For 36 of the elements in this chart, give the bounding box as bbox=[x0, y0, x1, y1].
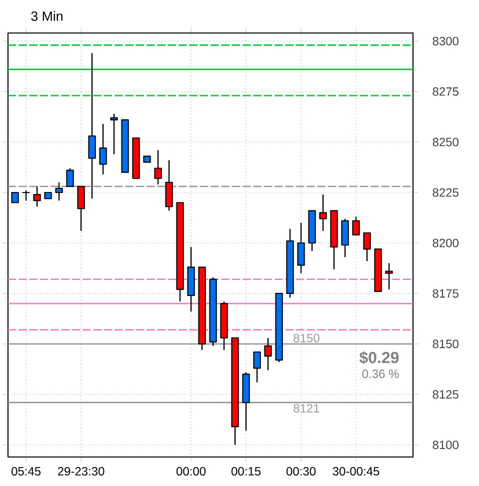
y-tick-label: 8300 bbox=[432, 36, 458, 46]
chart-title: 3 Min bbox=[31, 11, 62, 21]
x-tick-label: 00:30 bbox=[286, 467, 316, 476]
y-tick-label: 8250 bbox=[432, 138, 458, 146]
x-tick-label: 30-00:45 bbox=[332, 467, 380, 476]
annotation: 0.36 % bbox=[362, 370, 399, 378]
y-tick-label: 8100 bbox=[432, 440, 458, 450]
y-tick-label: 8225 bbox=[432, 188, 458, 197]
candlestick bbox=[374, 248, 382, 292]
candlestick bbox=[253, 351, 261, 383]
candlestick bbox=[143, 156, 151, 163]
y-tick-label: 8175 bbox=[432, 289, 458, 298]
candlestick bbox=[187, 246, 195, 312]
candlestick bbox=[77, 186, 85, 232]
candlestick bbox=[132, 137, 140, 179]
ref-line-label: 8150 bbox=[294, 334, 320, 342]
y-tick-label: 8275 bbox=[432, 87, 458, 96]
x-tick-label: 29-23:30 bbox=[58, 467, 104, 476]
x-tick-label: 00:00 bbox=[176, 467, 206, 476]
candlestick bbox=[44, 192, 52, 200]
candlestick bbox=[319, 194, 327, 232]
y-tick-label: 8125 bbox=[432, 390, 458, 399]
candlestick bbox=[363, 232, 371, 262]
y-tick-label: 8150 bbox=[432, 340, 458, 348]
candlestick bbox=[121, 119, 129, 173]
candlestick bbox=[88, 52, 96, 200]
candlestick bbox=[231, 337, 239, 446]
candlestick bbox=[99, 123, 107, 175]
annotation: $0.29 bbox=[359, 351, 399, 364]
x-tick-label: 05:45 bbox=[11, 467, 41, 476]
y-tick-label: 8200 bbox=[432, 238, 458, 248]
x-tick-label: 00:15 bbox=[231, 467, 261, 476]
ref-line-label: 8121 bbox=[294, 404, 320, 413]
candlestick bbox=[176, 202, 184, 302]
candlestick bbox=[330, 210, 338, 270]
candlestick bbox=[11, 192, 19, 204]
